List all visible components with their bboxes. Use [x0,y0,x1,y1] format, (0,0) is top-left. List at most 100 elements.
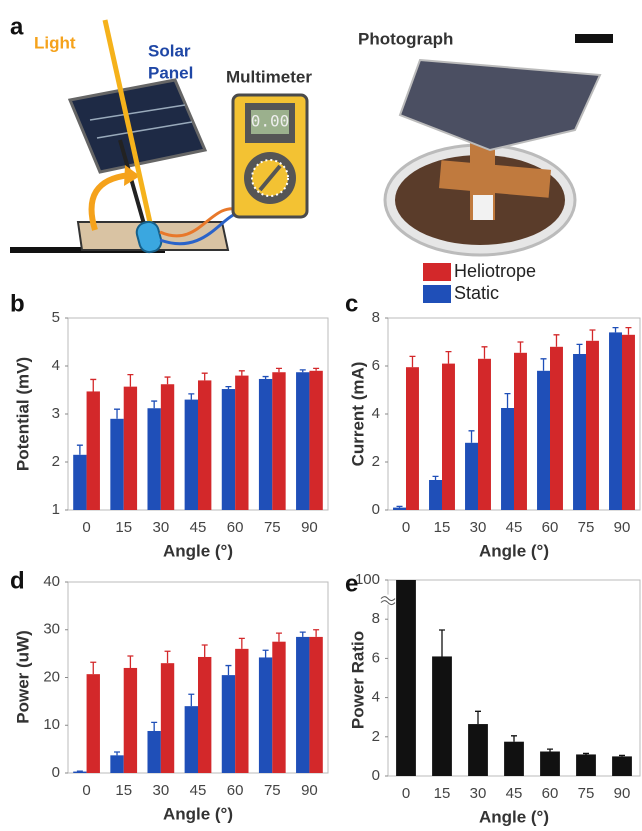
error-bar [397,506,403,507]
y-tick-label: 4 [372,405,380,422]
bar [514,353,527,510]
legend-label: Static [454,283,499,303]
y-tick-label: 10 [43,716,60,733]
x-tick-label: 30 [470,785,487,802]
x-tick-label: 90 [614,519,631,536]
y-tick-label: 8 [372,309,380,326]
x-tick-label: 60 [542,519,559,536]
y-tick-label: 4 [52,357,60,374]
bar [501,408,514,510]
y-tick-label: 0 [372,767,380,784]
error-bar [77,445,83,455]
solar-label: Panel [148,63,193,82]
y-tick-label: 3 [52,405,60,422]
error-bar [90,379,96,391]
error-bar [505,394,511,408]
bar [442,364,455,510]
error-bar [613,328,619,333]
error-bar [433,476,439,480]
error-bar [165,651,171,663]
error-bar [263,377,269,379]
x-tick-label: 45 [506,785,523,802]
error-bar [511,736,517,742]
x-tick-label: 75 [264,519,281,536]
x-tick-label: 45 [506,519,523,536]
bar [87,674,100,773]
x-tick-label: 30 [153,782,170,799]
error-bar [517,342,523,353]
bar [296,637,309,773]
error-bar [151,722,157,731]
bar [110,755,123,773]
legend-label: Heliotrope [454,261,536,281]
error-bar [202,373,208,380]
panel-label: b [10,290,25,317]
bar [406,367,419,510]
bar [198,380,211,510]
bar [73,772,86,773]
display: 0.00 [251,112,290,131]
x-tick-label: 15 [434,519,451,536]
y-axis-title: Power Ratio [348,631,367,729]
error-bar [589,330,595,341]
bar [185,706,198,773]
x-axis-title: Angle (°) [163,804,233,823]
x-tick-label: 45 [190,519,207,536]
error-bar [114,752,120,755]
bar [147,731,160,773]
solar-label: Solar [148,41,191,60]
bar [612,756,632,776]
figure: a Light Solar Panel Multimeter 0.00 Phot… [0,0,642,831]
y-tick-label: 2 [372,453,380,470]
x-axis-title: Angle (°) [479,807,549,826]
bar [586,341,599,510]
panel-label: e [345,570,358,597]
bar [540,752,560,777]
x-axis-title: Angle (°) [479,541,549,560]
error-bar [481,347,487,359]
error-bar [300,632,306,637]
y-tick-label: 2 [372,728,380,745]
y-tick-label: 100 [355,571,380,588]
bar [235,376,248,510]
bar [309,371,322,510]
x-tick-label: 60 [227,519,244,536]
y-tick-label: 30 [43,621,60,638]
bar [147,408,160,510]
bar [573,354,586,510]
x-tick-label: 30 [153,519,170,536]
x-tick-label: 30 [470,519,487,536]
bar [235,649,248,773]
error-bar [276,633,282,642]
bar [222,675,235,773]
error-bar [225,666,231,676]
error-bar [313,368,319,370]
error-bar [188,694,194,706]
y-tick-label: 4 [372,689,380,706]
x-tick-label: 45 [190,782,207,799]
illustration [10,20,613,255]
bar [550,347,563,510]
bar [309,637,322,773]
y-tick-label: 0 [52,764,60,781]
x-tick-label: 75 [578,519,595,536]
error-bar [300,370,306,372]
x-tick-label: 15 [115,782,132,799]
bar [161,663,174,773]
error-bar [239,371,245,376]
y-tick-label: 5 [52,309,60,326]
error-bar [202,645,208,657]
error-bar [114,409,120,419]
error-bar [547,749,553,751]
x-tick-label: 75 [264,782,281,799]
bar [87,391,100,510]
y-axis-title: Potential (mV) [13,357,32,471]
bar [161,384,174,510]
error-bar [127,656,133,668]
x-tick-label: 60 [542,785,559,802]
photo-label: Photograph [358,29,453,48]
y-tick-label: 6 [372,649,380,666]
error-bar [583,753,589,754]
x-tick-label: 90 [301,782,318,799]
error-bar [188,394,194,400]
